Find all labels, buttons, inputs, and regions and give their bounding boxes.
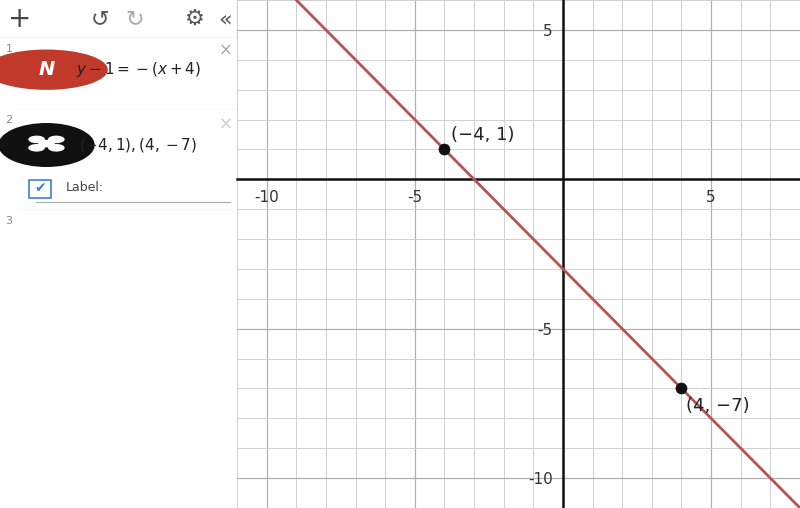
Point xyxy=(438,145,451,153)
Circle shape xyxy=(0,123,94,167)
Text: «: « xyxy=(218,9,232,29)
Text: ✔: ✔ xyxy=(34,181,46,195)
Circle shape xyxy=(38,140,54,147)
Circle shape xyxy=(0,49,108,90)
Text: 3: 3 xyxy=(6,216,13,226)
Text: $y - 1 = -(x + 4)$: $y - 1 = -(x + 4)$ xyxy=(76,60,201,79)
Circle shape xyxy=(28,136,45,143)
Text: ×: × xyxy=(219,116,233,134)
Text: ↺: ↺ xyxy=(90,9,110,29)
Text: 2: 2 xyxy=(6,115,13,125)
Text: ⚙: ⚙ xyxy=(185,9,205,29)
Circle shape xyxy=(28,144,45,151)
Circle shape xyxy=(48,144,65,151)
Text: Label:: Label: xyxy=(66,181,104,195)
Text: $(-4,1),(4,-7)$: $(-4,1),(4,-7)$ xyxy=(79,136,198,154)
Text: 1: 1 xyxy=(6,44,13,54)
Text: (−4, 1): (−4, 1) xyxy=(451,126,514,144)
Text: ×: × xyxy=(219,42,233,60)
Circle shape xyxy=(48,136,65,143)
Text: ↻: ↻ xyxy=(126,9,144,29)
Text: N: N xyxy=(38,60,54,79)
Point xyxy=(675,385,688,393)
Text: (4, −7): (4, −7) xyxy=(686,397,750,416)
Text: +: + xyxy=(8,5,32,33)
